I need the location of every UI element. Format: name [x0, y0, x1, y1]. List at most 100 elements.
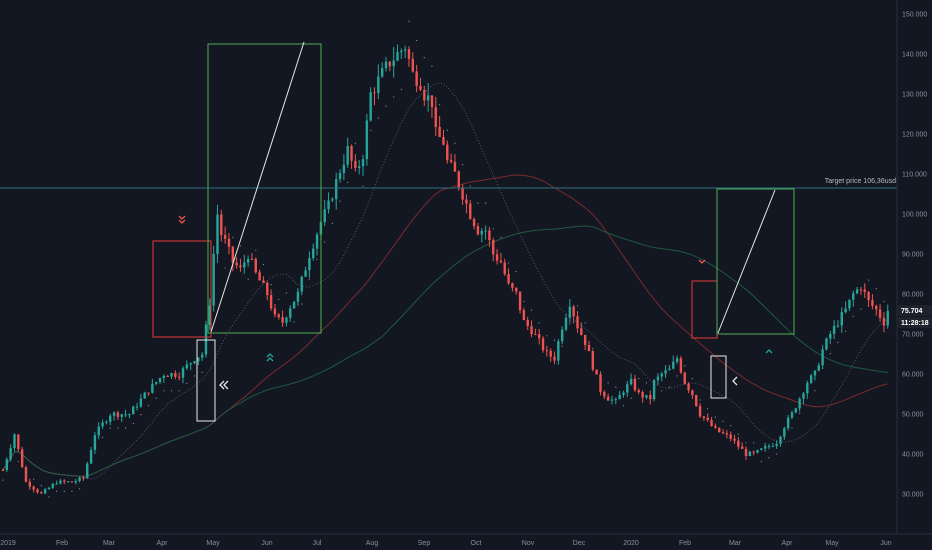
candle-body [266, 282, 269, 296]
x-tick-label: Apr [782, 540, 794, 547]
candle-body [691, 390, 694, 396]
countdown-badge [897, 317, 932, 328]
x-tick-label: Oct [471, 540, 482, 547]
sar-dot [507, 262, 510, 264]
sar-dot [469, 185, 471, 187]
candle-body [189, 363, 192, 365]
candle-body [388, 61, 392, 67]
sar-dot [553, 339, 556, 341]
sar-dot [324, 241, 326, 243]
candle-body [158, 378, 162, 383]
sar-dot [101, 436, 104, 438]
candle-body [852, 293, 855, 300]
sar-dot [615, 386, 617, 388]
y-tick-label: 30.000 [902, 492, 924, 499]
candle-body [147, 392, 150, 394]
candle-body [706, 417, 709, 421]
candle-body [679, 358, 683, 373]
sar-dot [852, 315, 854, 317]
sar-dot [477, 202, 479, 204]
sar-dot [776, 453, 778, 455]
candle-body [86, 463, 89, 479]
candle-body [572, 306, 575, 317]
sar-dot [362, 185, 364, 187]
candle-body [63, 480, 66, 482]
candle-body [223, 234, 227, 239]
x-tick-label: Apr [157, 540, 169, 547]
candle-body [710, 420, 713, 426]
y-tick-label: 130.000 [902, 92, 927, 99]
candle-body [132, 406, 135, 415]
sar-dot [400, 88, 402, 91]
candle-body [855, 289, 859, 294]
candle-body [124, 414, 127, 416]
candle-body [557, 341, 560, 361]
sar-dot [416, 39, 418, 42]
candle-body [825, 338, 828, 350]
sar-dot [109, 427, 111, 429]
red-box-april [152, 240, 212, 338]
sar-dot [201, 371, 203, 373]
sar-dot [25, 472, 27, 474]
candle-body [139, 398, 143, 407]
candle-body [89, 449, 93, 464]
candle-body [143, 392, 146, 399]
candle-body [254, 258, 257, 273]
candle-body [155, 382, 158, 384]
candle-body [580, 328, 583, 335]
y-axis-ticks: 30.000 40.000 50.000 60.000 70.000 80.000 90.0… [902, 12, 927, 499]
candle-body [760, 448, 763, 450]
candle-body [714, 425, 717, 428]
candle-body [683, 372, 686, 384]
candle-body [886, 310, 889, 326]
sar-dot [124, 427, 127, 429]
candle-body [1, 470, 5, 471]
candles-layer [1, 44, 889, 495]
trend-line-rally[interactable] [210, 41, 305, 333]
sar-dot [239, 245, 242, 247]
candle-body [200, 354, 204, 358]
candle-body [675, 358, 679, 362]
candle-body [369, 92, 372, 121]
candle-body [28, 481, 32, 487]
candle-body [403, 49, 407, 51]
candle-body [97, 426, 100, 436]
target-price-label: Target price 106,36usd [825, 178, 896, 185]
candle-body [212, 254, 215, 306]
sar-dot [837, 341, 839, 344]
candle-body [767, 446, 771, 448]
candle-body [499, 260, 503, 263]
candle-body [848, 299, 851, 309]
candle-body [695, 395, 698, 407]
candle-body [610, 399, 614, 401]
sar-dot [867, 279, 870, 281]
candle-body [411, 58, 415, 72]
candle-body [875, 305, 878, 310]
x-tick-label: Mar [103, 540, 116, 547]
candle-body [17, 434, 20, 450]
candle-body [185, 364, 189, 369]
sar-dot [79, 488, 81, 490]
candle-body [415, 71, 418, 87]
current-price-label: 75.704 [901, 308, 923, 315]
trend-line-projection[interactable] [717, 189, 776, 334]
candle-body [204, 324, 208, 355]
candle-body [434, 107, 437, 127]
sar-dot [454, 142, 456, 144]
candle-body [576, 316, 579, 329]
candle-body [166, 375, 169, 377]
candle-body [438, 126, 441, 137]
candle-body [177, 376, 181, 378]
sar-dot [308, 278, 310, 280]
up-arrow-icon [765, 349, 773, 354]
sar-dot [883, 300, 885, 303]
candle-body [5, 459, 9, 471]
candle-body [752, 451, 755, 453]
candle-body [300, 276, 303, 292]
candle-body [430, 95, 434, 108]
candle-body [258, 272, 261, 281]
candle-body [449, 160, 453, 162]
candle-body [718, 427, 721, 433]
candle-body [511, 283, 514, 288]
